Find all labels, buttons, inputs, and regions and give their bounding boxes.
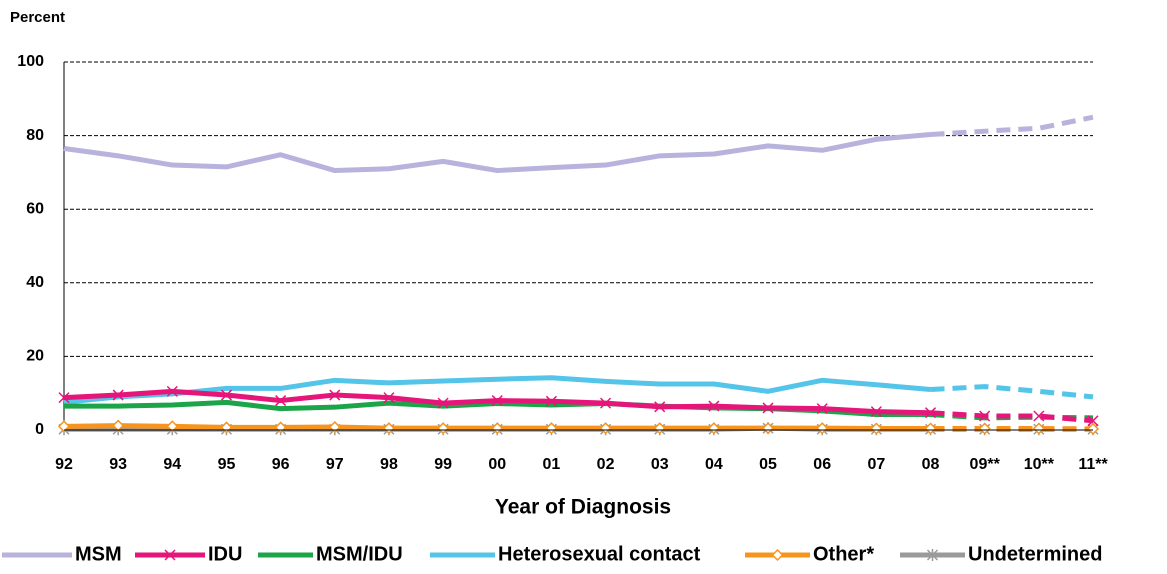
- legend-item: MSM: [2, 543, 122, 565]
- marker: [58, 392, 70, 404]
- marker: [383, 392, 395, 404]
- marker: [761, 422, 775, 435]
- series: [58, 385, 1099, 427]
- x-axis-title: Year of Diagnosis: [495, 496, 671, 519]
- x-tick-label: 92: [55, 456, 73, 473]
- legend-item: MSM/IDU: [258, 543, 403, 565]
- marker: [653, 422, 666, 435]
- marker: [329, 389, 341, 401]
- x-tick-label: 02: [597, 456, 615, 473]
- legend-marker: [164, 549, 176, 561]
- x-tick-label: 04: [705, 456, 723, 473]
- x-tick-label: 11**: [1078, 456, 1108, 473]
- marker: [112, 389, 124, 401]
- marker: [491, 395, 503, 407]
- marker: [870, 406, 882, 418]
- x-tick-label: 08: [922, 456, 940, 473]
- x-tick-label: 96: [272, 456, 290, 473]
- marker: [600, 397, 612, 409]
- y-tick-label: 20: [26, 348, 44, 365]
- x-tick-label: 09**: [970, 456, 1001, 473]
- x-tick-label: 97: [326, 456, 344, 473]
- x-tick-label: 98: [380, 456, 398, 473]
- marker: [1032, 422, 1045, 435]
- line: [63, 375, 931, 405]
- marker: [924, 407, 937, 419]
- x-tick-label: 00: [488, 456, 506, 473]
- y-tick-label: 40: [26, 274, 44, 291]
- marker: [491, 422, 504, 435]
- x-tick-label: 01: [543, 456, 561, 473]
- x-tick-label: 94: [163, 456, 181, 473]
- x-tick-label: 05: [759, 456, 777, 473]
- y-tick-label: 0: [35, 421, 44, 438]
- legend-item: Heterosexual contact: [430, 543, 701, 565]
- x-tick-label: 07: [867, 456, 885, 473]
- marker: [924, 422, 937, 435]
- marker: [762, 402, 774, 414]
- marker: [816, 403, 828, 415]
- x-tick-label: 03: [651, 456, 669, 473]
- marker: [708, 400, 720, 412]
- line-projected: [930, 114, 1094, 137]
- marker: [437, 422, 450, 435]
- legend-label: Undetermined: [968, 543, 1102, 565]
- marker: [1087, 415, 1099, 427]
- y-tick-label: 100: [17, 53, 44, 70]
- marker: [166, 420, 179, 433]
- y-tick-label: 60: [26, 200, 44, 217]
- line-projected: [930, 410, 1094, 424]
- x-tick-label: 06: [813, 456, 831, 473]
- marker: [545, 395, 557, 407]
- legend-item: IDU: [135, 543, 242, 565]
- line: [63, 132, 931, 174]
- line-projected: [930, 384, 1094, 400]
- marker: [57, 420, 71, 433]
- x-tick-label: 10**: [1024, 456, 1055, 473]
- x-tick-label: 93: [109, 456, 127, 473]
- series: [63, 114, 1094, 174]
- marker: [870, 422, 883, 435]
- legend-label: Heterosexual contact: [498, 543, 701, 565]
- marker: [978, 422, 991, 435]
- marker: [382, 422, 396, 435]
- marker: [816, 422, 829, 435]
- marker: [599, 422, 612, 435]
- marker: [437, 397, 449, 409]
- marker: [545, 422, 558, 435]
- marker: [979, 410, 991, 422]
- x-tick-label: 99: [434, 456, 452, 473]
- series: [63, 375, 1094, 405]
- marker: [220, 389, 233, 401]
- y-tick-label: 80: [26, 127, 44, 144]
- legend-marker: [771, 548, 784, 562]
- marker: [166, 385, 178, 397]
- legend-label: IDU: [208, 543, 242, 565]
- marker: [112, 419, 125, 432]
- marker: [1086, 422, 1100, 435]
- legend-item: Other*: [745, 543, 874, 565]
- legend-label: MSM: [75, 543, 122, 565]
- legend-label: MSM/IDU: [316, 543, 403, 565]
- marker: [707, 422, 720, 435]
- marker: [654, 401, 666, 413]
- series: [57, 419, 1100, 435]
- legend-label: Other*: [813, 543, 874, 565]
- y-axis-title: Percent: [10, 9, 65, 26]
- marker: [275, 395, 287, 407]
- legend-item: Undetermined: [900, 543, 1102, 565]
- legend-marker: [926, 549, 939, 561]
- x-tick-label: 95: [218, 456, 236, 473]
- marker: [1033, 410, 1045, 422]
